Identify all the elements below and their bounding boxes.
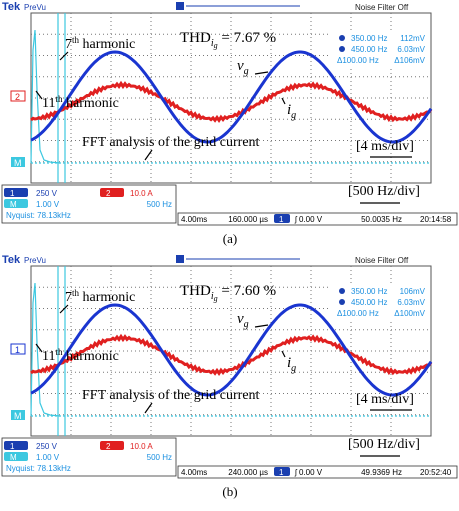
harmonic-11-part: 11	[42, 349, 55, 364]
cursor-freq: 450.00 Hz	[351, 298, 387, 307]
freq-div: [500 Hz/div]	[348, 184, 420, 199]
thd-part: THD	[180, 30, 211, 46]
thd-part: = 7.67 %	[218, 30, 276, 46]
ch1-scale: 250 V	[36, 442, 58, 451]
cursor-amp: 106mV	[400, 287, 426, 296]
ch1-scale: 250 V	[36, 189, 58, 198]
position: 240.000 µs	[228, 468, 268, 477]
harmonic-7-part: harmonic	[79, 290, 135, 305]
nyquist: Nyquist: 78.13kHz	[6, 211, 71, 220]
filter-status: Noise Filter Off	[355, 256, 409, 265]
caption: (b)	[222, 484, 237, 499]
position: 160.000 µs	[228, 215, 268, 224]
cursor-icon	[339, 46, 345, 52]
cursor-amp: Δ106mV	[394, 56, 425, 65]
brand: Tek	[2, 1, 21, 13]
harmonic-11-part: harmonic	[63, 96, 119, 111]
cursor-icon	[339, 299, 345, 305]
ch1-id: 1	[10, 442, 15, 451]
math-marker: M	[14, 411, 22, 421]
nyquist: Nyquist: 78.13kHz	[6, 464, 71, 473]
math-freq: 500 Hz	[147, 200, 172, 209]
frequency: 49.9369 Hz	[361, 468, 402, 477]
fft-label: FFT analysis of the grid current	[82, 388, 260, 403]
ch2-id: 2	[106, 189, 111, 198]
harmonic-11-part: harmonic	[63, 349, 119, 364]
mode: PreVu	[24, 3, 46, 12]
filter-status: Noise Filter Off	[355, 3, 409, 12]
time-div: [4 ms/div]	[356, 139, 414, 154]
harmonic-7-part: harmonic	[79, 37, 135, 52]
fft-label: FFT analysis of the grid current	[82, 135, 260, 150]
cursor-icon	[339, 35, 345, 41]
timebase: 4.00ms	[181, 215, 207, 224]
cursor-amp: 6.03mV	[397, 45, 425, 54]
ref-marker: 2	[15, 92, 20, 102]
trigger-level: ʃ 0.00 V	[294, 468, 323, 477]
ch2-scale: 10.0 A	[130, 442, 153, 451]
trigger-channel: 1	[279, 215, 284, 224]
ch2-scale: 10.0 A	[130, 189, 153, 198]
harmonic-11: 11th harmonic	[42, 94, 119, 111]
channel-box	[100, 441, 124, 450]
math-id: M	[10, 200, 17, 209]
trigger-level: ʃ 0.00 V	[294, 215, 323, 224]
cursor-amp: Δ100mV	[394, 309, 425, 318]
ig-label-part: g	[291, 110, 296, 121]
thd-part: = 7.60 %	[218, 283, 276, 299]
clock: 20:52:40	[420, 468, 452, 477]
cursor-freq: 350.00 Hz	[351, 34, 387, 43]
trigger-marker	[176, 255, 184, 263]
ch1-id: 1	[10, 189, 15, 198]
time-div: [4 ms/div]	[356, 392, 414, 407]
harmonic-11-part: 11	[42, 96, 55, 111]
vg-label-part: g	[244, 66, 249, 77]
math-scale: 1.00 V	[36, 453, 60, 462]
frequency: 50.0035 Hz	[361, 215, 402, 224]
cursor-freq: 450.00 Hz	[351, 45, 387, 54]
math-scale: 1.00 V	[36, 200, 60, 209]
ig-label-part: g	[291, 363, 296, 374]
ref-marker: 1	[15, 345, 20, 355]
channel-box	[100, 188, 124, 197]
trigger-marker	[176, 2, 184, 10]
cursor-freq: 350.00 Hz	[351, 287, 387, 296]
figure: TekPreVuNoise Filter Off2M7th harmonic11…	[0, 0, 459, 511]
cursor-amp: 6.03mV	[397, 298, 425, 307]
harmonic-7-part: 7	[65, 290, 72, 305]
mode: PreVu	[24, 256, 46, 265]
cursor-freq: Δ100.00 Hz	[337, 309, 379, 318]
caption: (a)	[223, 231, 237, 246]
brand: Tek	[2, 254, 21, 266]
harmonic-11: 11th harmonic	[42, 347, 119, 364]
vg-label-part: g	[244, 319, 249, 330]
freq-div: [500 Hz/div]	[348, 437, 420, 452]
clock: 20:14:58	[420, 215, 452, 224]
cursor-amp: 112mV	[400, 34, 425, 43]
cursor-icon	[339, 288, 345, 294]
ch2-id: 2	[106, 442, 111, 451]
cursor-freq: Δ100.00 Hz	[337, 56, 379, 65]
thd-part: THD	[180, 283, 211, 299]
math-id: M	[10, 453, 17, 462]
channel-box	[4, 188, 28, 197]
harmonic-7-part: 7	[65, 37, 72, 52]
math-marker: M	[14, 158, 22, 168]
math-freq: 500 Hz	[147, 453, 172, 462]
trigger-channel: 1	[279, 468, 284, 477]
channel-box	[4, 441, 28, 450]
timebase: 4.00ms	[181, 468, 207, 477]
